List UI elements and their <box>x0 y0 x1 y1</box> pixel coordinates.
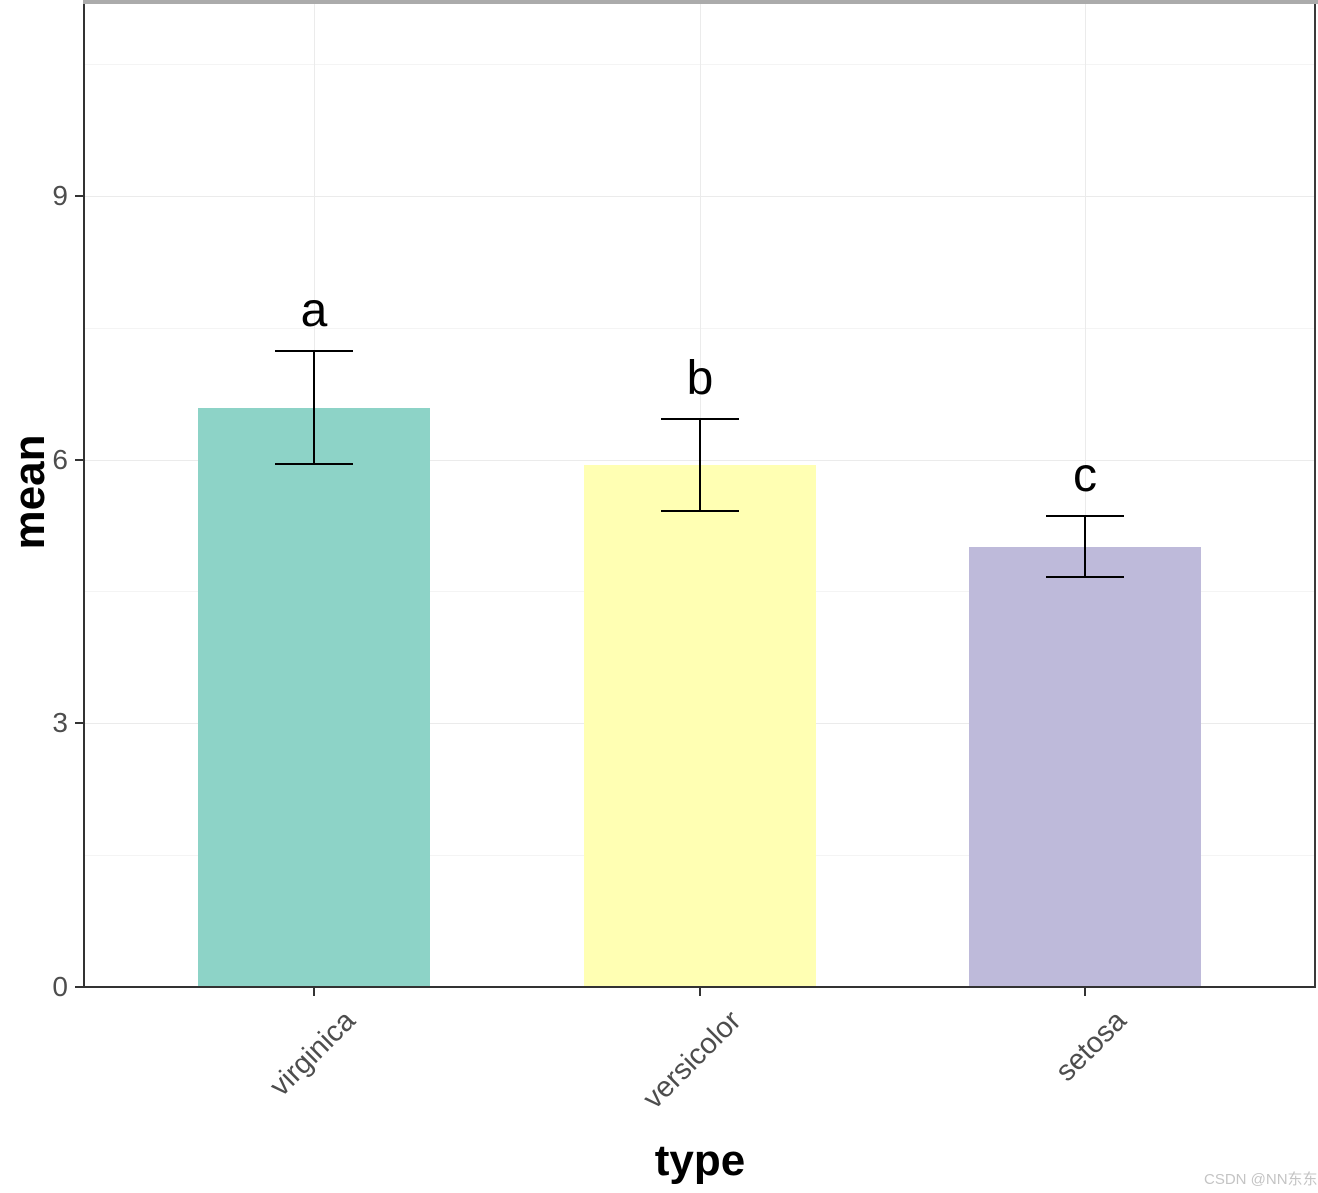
y-tick-label: 3 <box>52 707 68 739</box>
y-tick-label: 0 <box>52 971 68 1002</box>
gridline-minor-y <box>85 64 1314 66</box>
x-tick-label-virginica: virginica <box>263 1004 362 1103</box>
y-tick-mark <box>75 722 83 725</box>
window-top-edge <box>83 0 1318 4</box>
y-tick-mark <box>75 458 83 461</box>
errorbar-stem-setosa <box>1084 515 1086 578</box>
errorbar-cap-top-versicolor <box>661 418 739 421</box>
y-tick-mark <box>75 986 83 988</box>
y-tick-label: 6 <box>52 443 68 475</box>
errorbar-stem-virginica <box>313 351 315 464</box>
gridline-major-y <box>85 195 1314 197</box>
errorbar-stem-versicolor <box>699 419 701 511</box>
x-tick-mark <box>313 988 315 996</box>
watermark-text: CSDN @NN东东 <box>1204 1171 1318 1188</box>
sig-letter-versicolor: b <box>686 352 714 406</box>
y-tick-label: 9 <box>52 179 68 211</box>
errorbar-cap-bottom-virginica <box>275 462 353 465</box>
bar-virginica <box>198 407 430 988</box>
errorbar-cap-bottom-versicolor <box>661 509 739 512</box>
x-tick-label-versicolor: versicolor <box>636 1004 748 1116</box>
errorbar-cap-top-setosa <box>1046 514 1124 517</box>
y-tick-mark <box>75 194 83 197</box>
x-axis-title: type <box>654 1136 746 1185</box>
x-tick-mark <box>699 988 701 996</box>
sig-letter-setosa: c <box>1073 448 1097 502</box>
gridline-major-x <box>1085 4 1086 988</box>
errorbar-cap-top-virginica <box>275 350 353 353</box>
bar-setosa <box>969 546 1201 988</box>
x-tick-mark <box>1084 988 1086 996</box>
gridline-minor-y <box>85 327 1314 329</box>
x-tick-label-setosa: setosa <box>1049 1004 1133 1088</box>
sig-letter-virginica: a <box>300 284 328 338</box>
bar-versicolor <box>584 464 816 988</box>
errorbar-cap-bottom-setosa <box>1046 576 1124 579</box>
y-axis-title: mean <box>5 434 54 550</box>
